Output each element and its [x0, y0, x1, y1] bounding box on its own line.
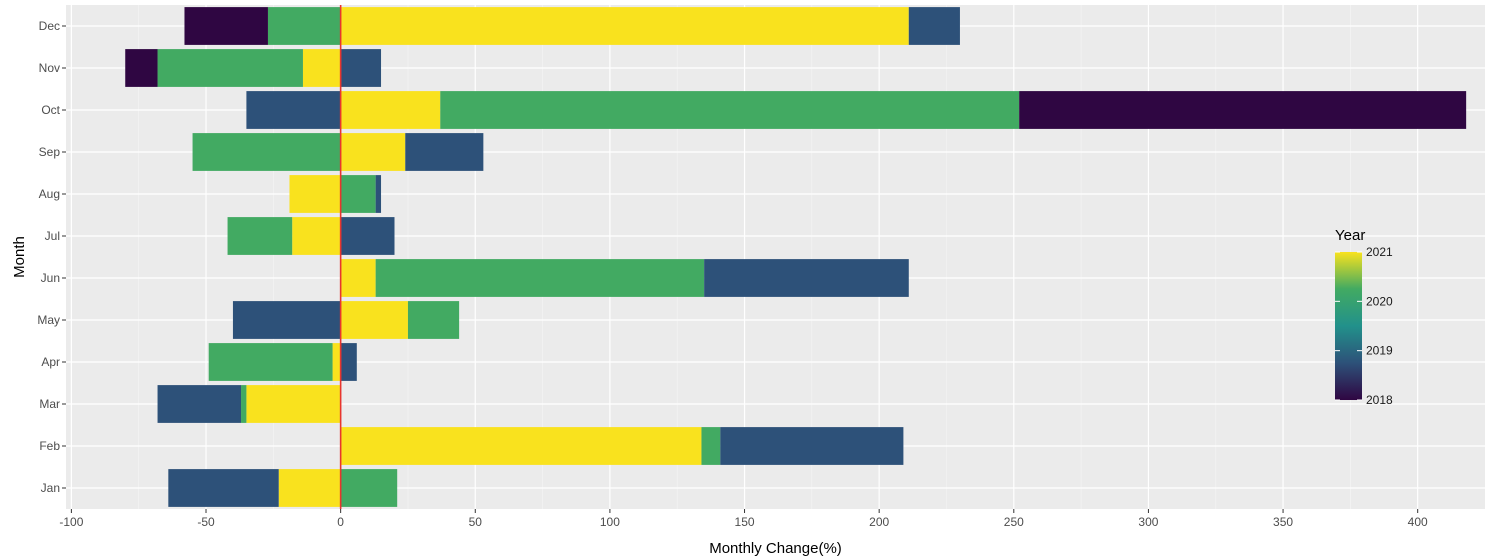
bar-sep-2019: [405, 133, 484, 171]
x-tick-label: -100: [59, 515, 83, 529]
bar-dec-2020: [267, 7, 341, 45]
legend-colorbar: [1335, 252, 1362, 400]
x-tick-label: 300: [1138, 515, 1158, 529]
legend-breaks: 2018 2019 2020 2021: [1335, 245, 1393, 407]
bar-apr-2021: [332, 343, 341, 381]
bar-jun-2020: [375, 259, 705, 297]
bar-oct-2018: [1019, 91, 1467, 129]
bar-jan-2020: [340, 469, 398, 507]
y-axis: Jan Feb Mar Apr May Jun Jul Aug Sep Oct Nov Dec: [37, 19, 66, 495]
bar-feb-2021: [340, 427, 702, 465]
y-tick-label: Oct: [41, 103, 60, 117]
bar-apr-2019: [340, 343, 357, 381]
legend-break-label: 2020: [1366, 294, 1393, 308]
plot-panel: [66, 5, 1485, 509]
x-tick-label: -50: [197, 515, 215, 529]
bar-oct-2021: [340, 91, 441, 129]
y-tick-label: Jun: [41, 271, 60, 285]
bar-may-2019: [232, 301, 341, 339]
bar-nov-2021: [302, 49, 341, 87]
y-tick-label: Aug: [39, 187, 60, 201]
bar-feb-2019: [720, 427, 904, 465]
bar-jun-2021: [340, 259, 376, 297]
legend-break-label: 2018: [1366, 393, 1393, 407]
y-tick-label: Jan: [41, 481, 60, 495]
bar-aug-2021: [289, 175, 341, 213]
legend-title: Year: [1335, 227, 1365, 244]
bar-mar-2019: [157, 385, 242, 423]
bar-sep-2021: [340, 133, 406, 171]
x-tick-label: 0: [337, 515, 344, 529]
y-tick-label: Dec: [39, 19, 60, 33]
bar-nov-2020: [157, 49, 303, 87]
bar-oct-2020: [440, 91, 1020, 129]
y-tick-label: Apr: [41, 355, 60, 369]
bar-jun-2019: [704, 259, 909, 297]
y-axis-title: Month: [11, 236, 28, 278]
x-axis-title: Monthly Change(%): [709, 540, 842, 557]
x-tick-label: 400: [1408, 515, 1428, 529]
y-tick-label: Sep: [39, 145, 61, 159]
bar-dec-2018: [184, 7, 268, 45]
bar-jan-2021: [278, 469, 341, 507]
bar-jul-2019: [340, 217, 395, 255]
bar-jul-2020: [227, 217, 293, 255]
bar-apr-2020: [208, 343, 333, 381]
bar-oct-2019: [246, 91, 341, 129]
x-tick-label: 200: [869, 515, 889, 529]
x-axis: -100 -50 0 50 100 150 200 250 300 350 400: [59, 509, 1428, 529]
bar-jul-2021: [292, 217, 341, 255]
bar-jan-2019: [168, 469, 279, 507]
y-tick-label: Nov: [39, 61, 60, 75]
bar-mar-2020: [241, 385, 247, 423]
x-tick-label: 100: [600, 515, 620, 529]
x-tick-label: 50: [469, 515, 483, 529]
legend-break-label: 2021: [1366, 245, 1393, 259]
bar-nov-2018: [125, 49, 158, 87]
x-tick-label: 350: [1273, 515, 1293, 529]
bar-feb-2020: [701, 427, 721, 465]
bar-dec-2021: [340, 7, 909, 45]
y-tick-label: Mar: [39, 397, 60, 411]
bar-mar-2021: [246, 385, 341, 423]
y-tick-label: May: [37, 313, 60, 327]
legend: Year 2018 2019 2020 2021: [1335, 227, 1393, 407]
bar-may-2020: [407, 301, 460, 339]
bar-may-2021: [340, 301, 408, 339]
legend-break-label: 2019: [1366, 344, 1393, 358]
bar-aug-2019: [375, 175, 382, 213]
x-tick-label: 150: [735, 515, 755, 529]
bar-sep-2020: [192, 133, 341, 171]
bar-aug-2020: [340, 175, 376, 213]
y-tick-label: Feb: [39, 439, 60, 453]
y-tick-label: Jul: [45, 229, 60, 243]
bars: [125, 7, 1467, 507]
bar-nov-2019: [340, 49, 382, 87]
bar-dec-2019: [908, 7, 960, 45]
x-tick-label: 250: [1004, 515, 1024, 529]
